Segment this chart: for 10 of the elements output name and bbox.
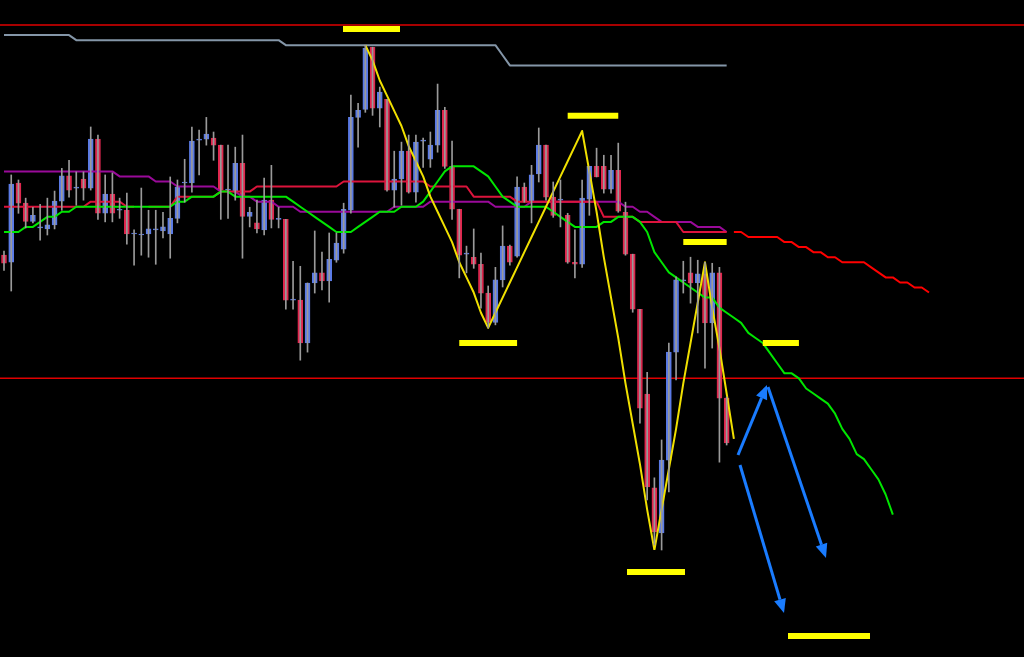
candlestick <box>131 229 137 266</box>
candlestick <box>420 137 426 168</box>
candlestick <box>138 187 145 256</box>
candlestick <box>572 229 578 279</box>
candlestick <box>73 171 80 206</box>
candlestick <box>152 209 159 265</box>
candlestick <box>225 144 231 219</box>
candlestick <box>290 260 296 310</box>
candlestick <box>37 203 43 241</box>
candlestick <box>196 129 202 176</box>
